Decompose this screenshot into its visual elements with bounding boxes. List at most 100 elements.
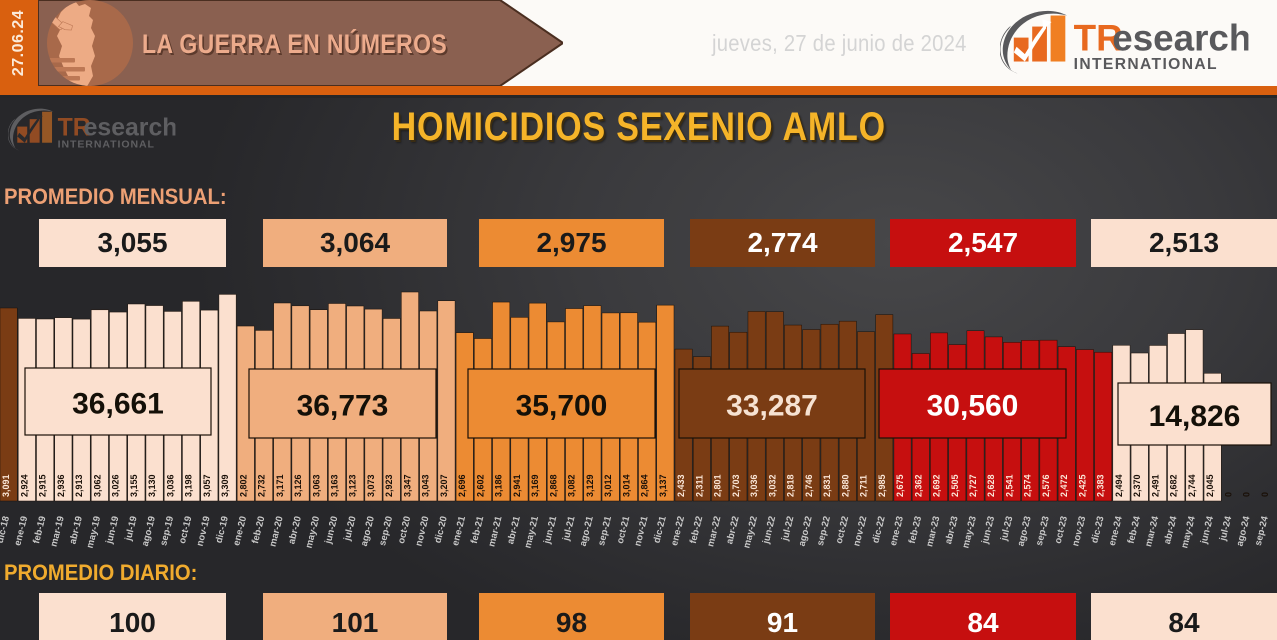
svg-text:jun-21: jun-21 [542, 514, 560, 545]
svg-text:may-24: may-24 [1179, 514, 1198, 549]
svg-text:ago-24: ago-24 [1234, 514, 1252, 547]
svg-text:jun-19: jun-19 [104, 515, 122, 546]
svg-text:jun-22: jun-22 [761, 515, 779, 546]
svg-text:2,744: 2,744 [1187, 474, 1197, 497]
svg-text:2,433: 2,433 [676, 474, 686, 497]
svg-text:may-20: may-20 [304, 515, 323, 549]
svg-text:3,169: 3,169 [530, 474, 540, 497]
svg-text:oct-20: oct-20 [396, 515, 413, 545]
svg-text:3,036: 3,036 [749, 474, 759, 497]
svg-text:may-22: may-22 [741, 515, 760, 549]
svg-text:INTERNATIONAL: INTERNATIONAL [58, 139, 155, 151]
svg-text:3,036: 3,036 [165, 474, 175, 497]
svg-text:abr-21: abr-21 [505, 514, 523, 545]
svg-text:2,802: 2,802 [238, 474, 248, 497]
svg-text:2,675: 2,675 [895, 474, 905, 497]
svg-text:abr-20: abr-20 [286, 515, 304, 545]
svg-text:sep-23: sep-23 [1034, 515, 1052, 547]
svg-text:ago-19: ago-19 [140, 515, 158, 547]
svg-text:may-19: may-19 [85, 515, 104, 549]
svg-text:jun-20: jun-20 [323, 515, 341, 546]
svg-text:3,032: 3,032 [767, 474, 777, 497]
svg-text:dic-20: dic-20 [433, 515, 450, 544]
svg-text:2,985: 2,985 [877, 474, 887, 497]
svg-text:0: 0 [1242, 492, 1252, 497]
svg-text:2,383: 2,383 [1096, 474, 1106, 497]
svg-text:ene-19: ene-19 [12, 515, 30, 547]
svg-text:dic-21: dic-21 [651, 514, 668, 544]
svg-text:2,868: 2,868 [548, 474, 558, 497]
svg-text:2,362: 2,362 [913, 474, 923, 497]
svg-text:2,505: 2,505 [950, 474, 960, 497]
svg-text:3,129: 3,129 [585, 474, 595, 497]
svg-text:esearch: esearch [1112, 17, 1248, 58]
svg-text:2,576: 2,576 [1041, 474, 1051, 497]
svg-text:3,026: 3,026 [111, 474, 121, 497]
svg-text:mar-22: mar-22 [705, 515, 723, 548]
svg-text:3,012: 3,012 [603, 474, 613, 497]
svg-text:dic-22: dic-22 [870, 515, 887, 544]
svg-text:feb-24: feb-24 [1126, 514, 1144, 545]
svg-text:ene-23: ene-23 [888, 515, 906, 547]
svg-text:ago-22: ago-22 [797, 515, 815, 547]
svg-text:may-23: may-23 [960, 515, 979, 549]
svg-text:nov-21: nov-21 [632, 514, 650, 547]
svg-text:abr-23: abr-23 [943, 515, 961, 545]
svg-text:2,425: 2,425 [1077, 474, 1087, 497]
svg-text:may-21: may-21 [522, 514, 541, 549]
svg-text:jul-24: jul-24 [1217, 514, 1234, 542]
svg-text:14,826: 14,826 [1149, 400, 1241, 433]
svg-text:2,602: 2,602 [475, 474, 485, 497]
svg-text:30,560: 30,560 [927, 390, 1019, 423]
svg-text:mar-24: mar-24 [1143, 514, 1161, 548]
svg-text:0: 0 [1260, 492, 1270, 497]
svg-text:oct-21: oct-21 [615, 514, 633, 545]
svg-text:2,703: 2,703 [731, 474, 741, 497]
svg-text:33,287: 33,287 [726, 390, 818, 423]
svg-text:feb-23: feb-23 [907, 515, 924, 545]
svg-text:35,700: 35,700 [516, 390, 608, 423]
svg-text:3,186: 3,186 [494, 474, 504, 497]
svg-text:jul-20: jul-20 [342, 515, 359, 543]
svg-text:3,198: 3,198 [184, 474, 194, 497]
svg-text:ago-20: ago-20 [359, 515, 377, 547]
svg-text:3,207: 3,207 [439, 474, 449, 497]
svg-text:dic-19: dic-19 [214, 515, 231, 544]
svg-text:2,923: 2,923 [384, 474, 394, 497]
svg-text:mar-19: mar-19 [49, 515, 67, 548]
svg-text:oct-19: oct-19 [177, 515, 194, 545]
svg-text:jun-24: jun-24 [1198, 514, 1216, 545]
svg-text:dic-23: dic-23 [1089, 515, 1106, 544]
svg-text:3,171: 3,171 [275, 474, 285, 497]
svg-text:sep-19: sep-19 [158, 515, 176, 547]
svg-text:2,936: 2,936 [56, 474, 66, 497]
svg-text:2,311: 2,311 [694, 475, 704, 497]
svg-text:sep-21: sep-21 [596, 514, 614, 547]
svg-text:jul-22: jul-22 [780, 515, 797, 543]
svg-text:feb-22: feb-22 [688, 515, 705, 545]
svg-text:2,924: 2,924 [19, 474, 29, 497]
svg-text:abr-19: abr-19 [67, 515, 85, 545]
svg-text:dic-18: dic-18 [0, 515, 12, 544]
svg-text:sep-22: sep-22 [815, 515, 833, 547]
svg-text:ago-23: ago-23 [1016, 515, 1034, 547]
svg-text:INTERNATIONAL: INTERNATIONAL [1074, 56, 1218, 73]
svg-text:36,661: 36,661 [72, 388, 164, 421]
svg-text:3,043: 3,043 [421, 474, 431, 497]
svg-text:2,727: 2,727 [968, 474, 978, 497]
svg-text:3,123: 3,123 [348, 474, 358, 497]
svg-text:2,628: 2,628 [986, 474, 996, 497]
svg-text:2,541: 2,541 [1004, 474, 1014, 497]
svg-text:nov-19: nov-19 [195, 515, 213, 547]
svg-text:2,915: 2,915 [38, 474, 48, 497]
svg-text:feb-19: feb-19 [31, 515, 48, 545]
svg-text:0: 0 [1223, 492, 1233, 497]
svg-text:mar-20: mar-20 [267, 515, 285, 548]
svg-text:2,472: 2,472 [1059, 474, 1069, 497]
svg-text:3,091: 3,091 [1, 474, 11, 497]
svg-text:3,073: 3,073 [366, 474, 376, 497]
svg-text:nov-23: nov-23 [1070, 515, 1088, 547]
svg-text:3,347: 3,347 [402, 474, 412, 497]
svg-text:ene-20: ene-20 [231, 515, 249, 547]
svg-text:36,773: 36,773 [297, 390, 389, 423]
